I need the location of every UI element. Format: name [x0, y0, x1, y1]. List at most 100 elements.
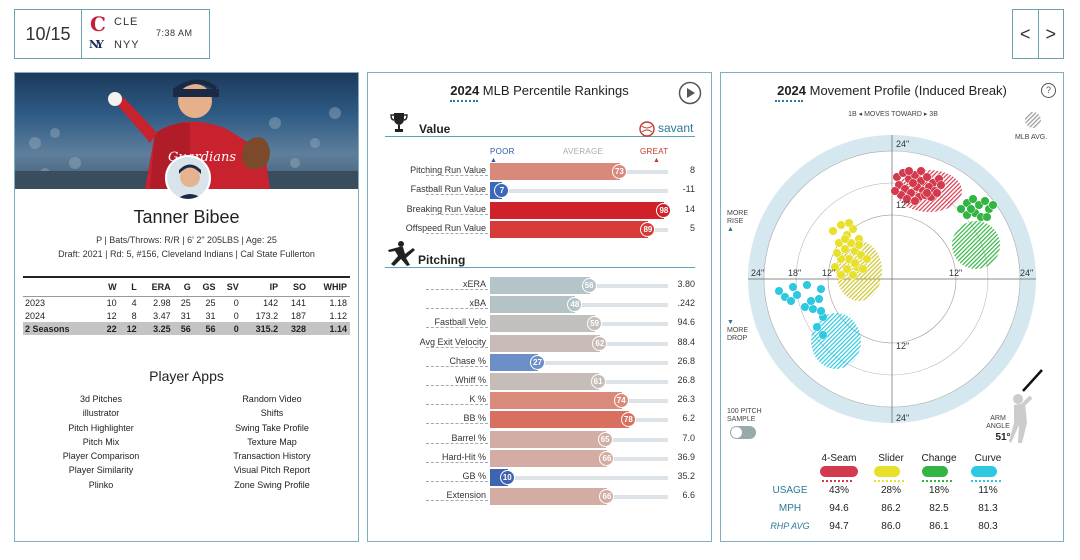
- percentile-circle: 7: [494, 183, 510, 199]
- help-icon[interactable]: ?: [1041, 83, 1056, 98]
- player-app-link[interactable]: Pitch Mix: [82, 436, 120, 447]
- usage-row-label: USAGE: [772, 485, 808, 496]
- metric-value: -11: [682, 184, 695, 195]
- sample-toggle[interactable]: [730, 426, 756, 439]
- stats-cell: 1.12: [329, 310, 347, 321]
- percentile-bar[interactable]: [490, 392, 622, 410]
- stats-cell: 328: [281, 322, 309, 335]
- ring-label-right24: 24": [1020, 268, 1033, 278]
- stats-header-row: W L ERA G GS SV IP SO WHIP: [23, 276, 350, 297]
- stats-header-cell: G: [173, 276, 194, 297]
- pitch-color-swatch: [874, 466, 900, 477]
- pitch-color-swatch: [820, 466, 858, 477]
- pitch-point: [844, 218, 854, 228]
- stats-cell: 12: [119, 322, 140, 335]
- metric-label: xBA: [469, 298, 486, 309]
- metric-label-underline: [426, 442, 488, 444]
- player-app-link[interactable]: 3d Pitches: [79, 394, 123, 404]
- metric-label: Whiff %: [455, 375, 486, 385]
- percentile-bar[interactable]: [490, 163, 620, 180]
- player-app-link[interactable]: Player Comparison: [62, 451, 140, 462]
- percentile-bar[interactable]: [490, 449, 608, 467]
- player-app-link[interactable]: Zone Swing Profile: [234, 479, 310, 490]
- pitch-point: [840, 234, 850, 244]
- stats-cell: 2023: [25, 297, 46, 308]
- player-app-link[interactable]: Swing Take Profile: [235, 422, 309, 433]
- metric-label: Fastball Run Value: [410, 184, 486, 195]
- prev-game-button[interactable]: <: [1013, 10, 1039, 58]
- percentile-bar[interactable]: [490, 334, 601, 352]
- pitch-point: [932, 188, 942, 198]
- play-icon[interactable]: [678, 81, 702, 105]
- percentile-bar[interactable]: [490, 430, 606, 448]
- home-team-abbr: NYY: [114, 39, 140, 51]
- player-app-link[interactable]: Shifts: [260, 408, 284, 419]
- player-app-link[interactable]: illustrator: [82, 408, 120, 419]
- player-app-link[interactable]: Pitch Highlighter: [68, 422, 134, 433]
- pitch-color-swatch: [971, 466, 997, 477]
- pitch-point: [832, 248, 842, 258]
- player-app-link[interactable]: Plinko: [88, 479, 114, 490]
- percentile-circle: 59: [587, 316, 603, 332]
- stats-cell: 3.25: [139, 322, 174, 335]
- pitch-point: [786, 296, 796, 306]
- metric-value: 26.3: [677, 394, 695, 405]
- pitch-mph: 94.6: [829, 503, 849, 514]
- player-app-link[interactable]: Visual Pitch Report: [233, 465, 311, 476]
- percentile-bar[interactable]: [490, 411, 629, 429]
- next-game-button[interactable]: >: [1045, 23, 1056, 44]
- percentile-circle: 78: [620, 412, 636, 428]
- mph-row-label: MPH: [778, 503, 802, 514]
- player-app-link[interactable]: Random Video: [242, 394, 302, 404]
- ring-label-left24: 24": [751, 268, 764, 278]
- pitch-point: [840, 244, 850, 254]
- change-avg-zone: [952, 221, 1000, 269]
- pitch-point: [908, 178, 918, 188]
- percentile-bar[interactable]: [490, 315, 596, 333]
- pitch-point: [916, 166, 926, 176]
- movement-profile-panel: 2024 Movement Profile (Induced Break) ? …: [720, 72, 1064, 542]
- metric-value: 88.4: [677, 336, 695, 347]
- pitch-point: [936, 180, 946, 190]
- pitch-point: [850, 258, 860, 268]
- pitch-point: [848, 270, 858, 280]
- percentile-bar[interactable]: [490, 296, 576, 314]
- percentile-bar[interactable]: [490, 201, 665, 219]
- stats-cell: 56: [173, 322, 194, 335]
- savant-label: savant: [658, 121, 694, 135]
- percentile-bar[interactable]: [490, 220, 649, 238]
- stats-header-cell: W: [99, 276, 120, 297]
- ring-label-right12: 12": [949, 268, 962, 278]
- percentile-bar[interactable]: [490, 353, 539, 371]
- ring-label-top12: 12": [896, 200, 909, 210]
- scale-poor-marker: ▲: [490, 157, 498, 164]
- more-drop-label: ▼ MORE DROP: [727, 319, 748, 342]
- percentile-rankings-panel: 2024 MLB Percentile Rankings Value savan…: [367, 72, 712, 542]
- stats-cell: 8: [131, 310, 137, 321]
- metric-label-underline: [426, 175, 488, 176]
- scale-average: AVERAGE: [563, 147, 604, 156]
- pitch-swatch-underline: [874, 480, 904, 482]
- player-app-link[interactable]: Texture Map: [247, 436, 297, 447]
- metric-value: 5: [689, 222, 695, 233]
- percentile-bar[interactable]: [490, 373, 599, 390]
- pitch-name: 4-Seam: [821, 453, 857, 464]
- metric-label: BB %: [463, 413, 486, 424]
- game-selector[interactable]: 10/15 C CLE NY NYY 7:38 AM: [14, 9, 210, 59]
- metric-label-underline: [426, 327, 488, 329]
- metric-label: xERA: [462, 279, 486, 289]
- percentile-bar[interactable]: [490, 277, 590, 294]
- stats-cell: 25: [205, 297, 216, 308]
- trophy-icon: [390, 113, 408, 132]
- away-team-abbr: CLE: [114, 16, 139, 28]
- stats-cell: 2024: [25, 310, 46, 321]
- percentile-track: [490, 476, 668, 480]
- stats-cell: 0: [218, 322, 242, 335]
- percentile-bar[interactable]: [490, 488, 608, 506]
- metric-value: .242: [677, 298, 695, 309]
- stats-header-cell: SO: [281, 276, 309, 297]
- player-app-link[interactable]: Transaction History: [233, 451, 311, 462]
- toggle-knob: [731, 427, 742, 438]
- stats-header-cell: IP: [241, 276, 282, 297]
- player-app-link[interactable]: Player Similarity: [68, 465, 134, 476]
